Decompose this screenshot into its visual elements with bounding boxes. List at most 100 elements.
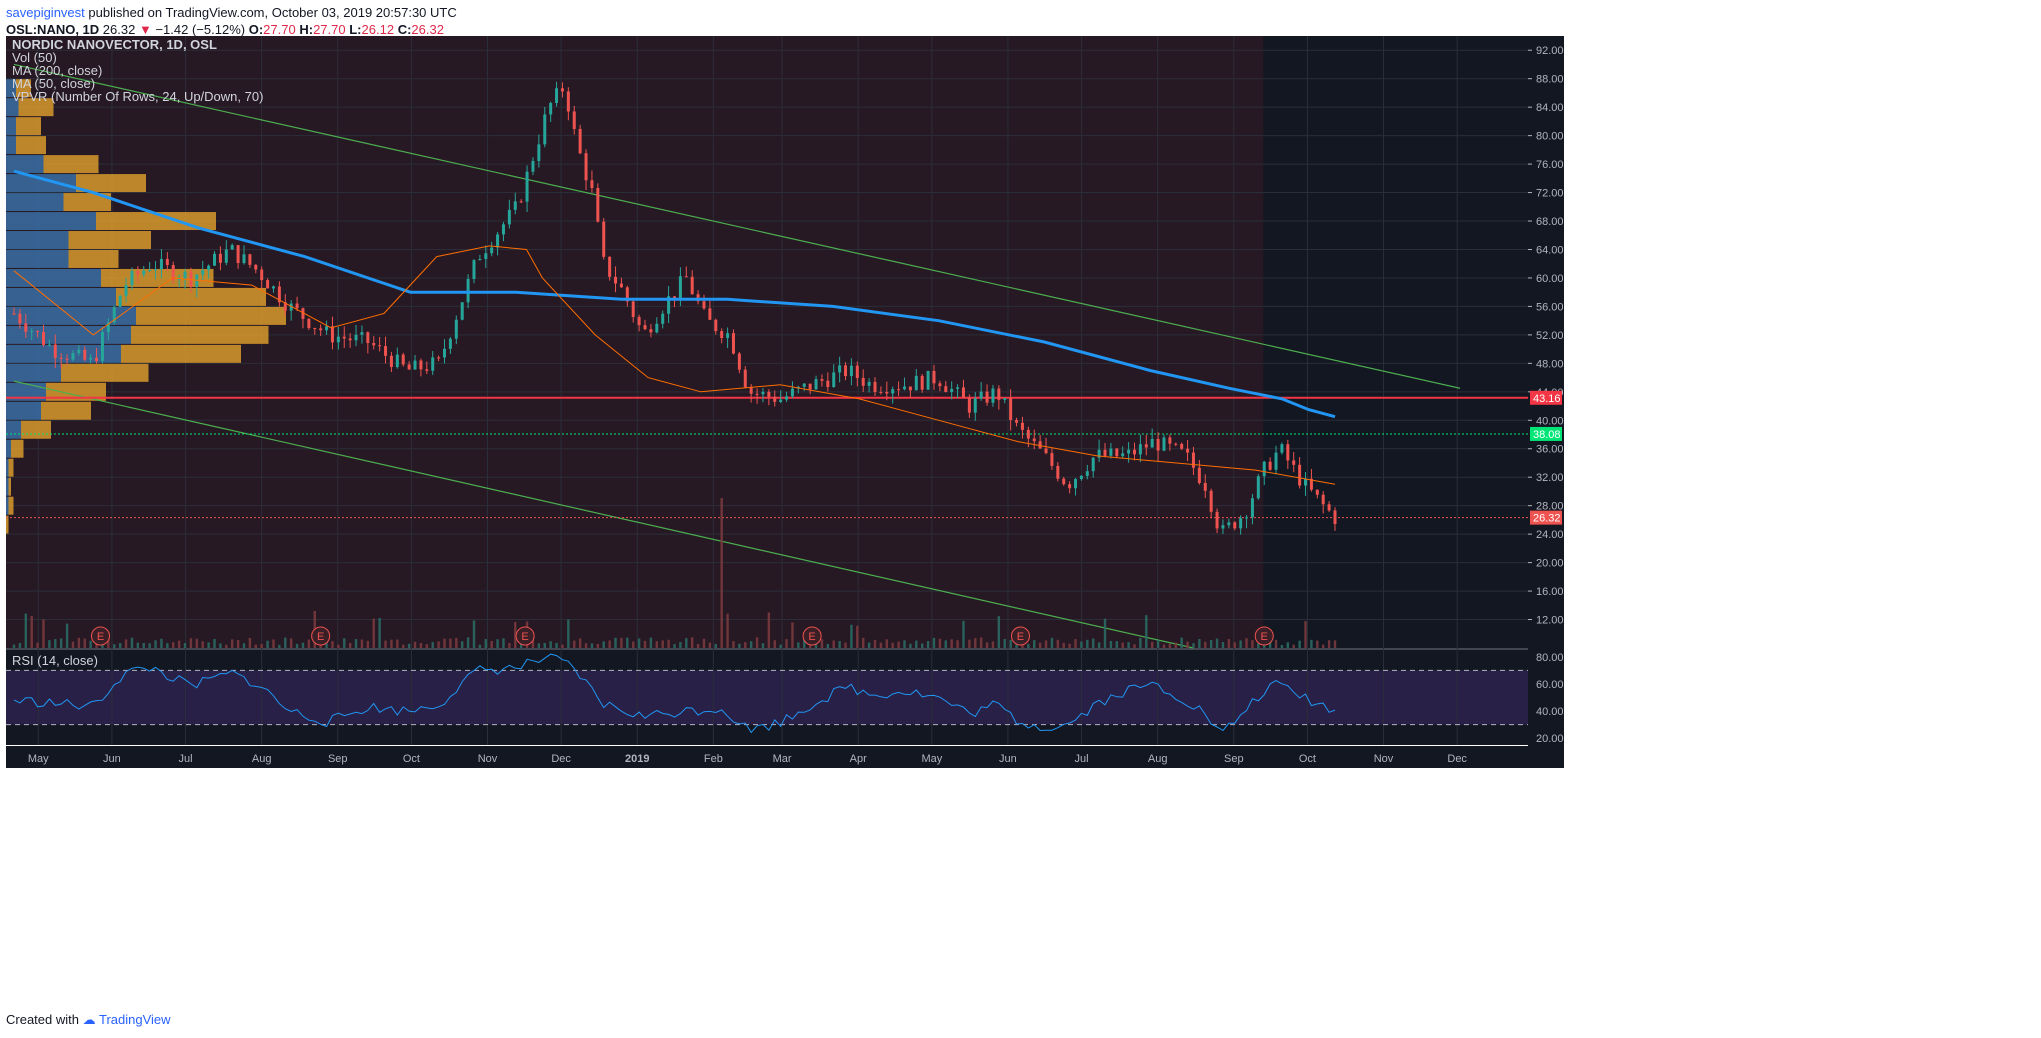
candle-body xyxy=(926,370,930,390)
candle-body xyxy=(1097,449,1101,458)
candle-body xyxy=(608,256,612,277)
vpvr-down-bar xyxy=(11,439,24,458)
candle-body xyxy=(932,370,936,384)
volume-bar xyxy=(1115,641,1118,648)
volume-bar xyxy=(643,640,647,648)
legend-ma200[interactable]: MA (200, close) xyxy=(12,63,102,78)
vpvr-up-bar xyxy=(6,249,69,268)
candle-body xyxy=(1103,449,1107,456)
candle-body xyxy=(1020,422,1024,430)
candle-body xyxy=(1250,498,1254,518)
vpvr-down-bar xyxy=(121,344,241,363)
volume-bar xyxy=(42,619,45,648)
candle-body xyxy=(118,295,122,307)
vpvr-down-bar xyxy=(136,306,286,325)
candle-body xyxy=(855,365,859,378)
candle-body xyxy=(1068,484,1072,489)
created-with-text: Created with xyxy=(6,1012,79,1027)
tradingview-link[interactable]: TradingView xyxy=(99,1012,171,1027)
candle-body xyxy=(154,269,158,271)
candle-body xyxy=(1274,452,1278,470)
price-tick-label: 12.00 xyxy=(1536,615,1564,627)
candle-body xyxy=(65,358,69,360)
last-price: 26.32 xyxy=(102,22,136,37)
price-axis[interactable]: 92.00 88.00 84.00 80.00 76.00 72.00 68.00 64.00… xyxy=(1528,36,1564,768)
volume-bar xyxy=(879,642,883,648)
volume-bar xyxy=(1245,638,1248,648)
candle-body xyxy=(714,319,718,332)
time-tick-label: Apr xyxy=(850,753,867,765)
earnings-marker-label: E xyxy=(521,631,528,643)
volume-bar xyxy=(177,640,181,648)
candle-body xyxy=(30,331,34,333)
candle-body xyxy=(1162,437,1166,451)
price-tick-label: 88.00 xyxy=(1536,74,1564,86)
volume-bar xyxy=(1127,642,1130,648)
vpvr-up-bar xyxy=(6,477,9,496)
author-link[interactable]: savepiginvest xyxy=(6,5,85,20)
rsi-pane[interactable] xyxy=(6,650,1528,745)
volume-bar xyxy=(726,613,729,648)
volume-bar xyxy=(915,640,918,648)
candle-body xyxy=(844,365,848,377)
close-value: 26.32 xyxy=(411,22,444,37)
volume-bar xyxy=(1292,644,1295,648)
earnings-marker-circle xyxy=(802,626,822,646)
channel-line-upper xyxy=(13,63,1461,389)
candle-body xyxy=(142,270,146,275)
volume-bar xyxy=(1215,638,1219,648)
legend-vpvr[interactable]: VPVR (Number Of Rows, 24, Up/Down, 70) xyxy=(12,89,263,104)
candle-body xyxy=(77,349,81,354)
volume-bar xyxy=(1327,640,1331,648)
candle-body xyxy=(378,345,382,347)
candle-body xyxy=(100,332,104,362)
volume-bar xyxy=(1174,642,1177,648)
vpvr-down-bar xyxy=(8,458,14,477)
volume-bar xyxy=(944,640,947,648)
vpvr-down-bar xyxy=(16,79,31,98)
price-tick-label: 32.00 xyxy=(1536,472,1564,484)
candle-body xyxy=(336,336,340,343)
vpvr-up-bar xyxy=(6,306,136,325)
volume-bar xyxy=(702,638,706,648)
volume-bar xyxy=(89,640,92,648)
time-axis[interactable]: May Jun Jul Aug Sep Oct Nov Dec 2019 Feb Mar Apr May… xyxy=(6,746,1528,768)
candle-body xyxy=(614,276,618,284)
volume-bar xyxy=(59,638,63,648)
volume-bar xyxy=(578,638,582,648)
candle-body xyxy=(814,379,818,390)
volume-bar xyxy=(431,642,434,648)
vpvr-up-bar xyxy=(6,212,96,231)
volume-bar xyxy=(803,639,806,648)
symbol-label: OSL:NANO, 1D xyxy=(6,22,100,37)
high-label: H: xyxy=(299,22,314,37)
price-tick-label: 48.00 xyxy=(1536,358,1564,370)
volume-bar xyxy=(797,642,800,648)
volume-bar xyxy=(991,641,995,648)
candle-body xyxy=(496,234,500,248)
candle-body xyxy=(1079,475,1083,480)
volume-bar xyxy=(455,637,458,648)
candle-body xyxy=(53,344,57,358)
volume-bar xyxy=(1009,639,1012,648)
volume-bar xyxy=(284,637,287,648)
volume-bar xyxy=(979,637,983,648)
legend-rsi[interactable]: RSI (14, close) xyxy=(12,653,98,668)
volume-bar xyxy=(1074,639,1077,648)
legend-ma50[interactable]: MA (50, close) xyxy=(12,76,95,91)
candle-body xyxy=(224,249,228,263)
time-tick-label: Dec xyxy=(1447,753,1467,765)
earnings-marker-circle xyxy=(90,626,110,646)
volume-bar xyxy=(172,642,175,648)
vpvr-down-bar xyxy=(8,477,11,496)
candle-body xyxy=(678,276,682,299)
volume-bar xyxy=(289,638,293,648)
volume-bar xyxy=(909,643,912,648)
legend-vol[interactable]: Vol (50) xyxy=(12,50,57,65)
volume-bar xyxy=(1050,637,1054,648)
volume-bar xyxy=(1145,615,1148,648)
volume-bar xyxy=(850,624,853,648)
candle-body xyxy=(425,369,429,371)
vpvr-down-bar xyxy=(68,231,151,249)
